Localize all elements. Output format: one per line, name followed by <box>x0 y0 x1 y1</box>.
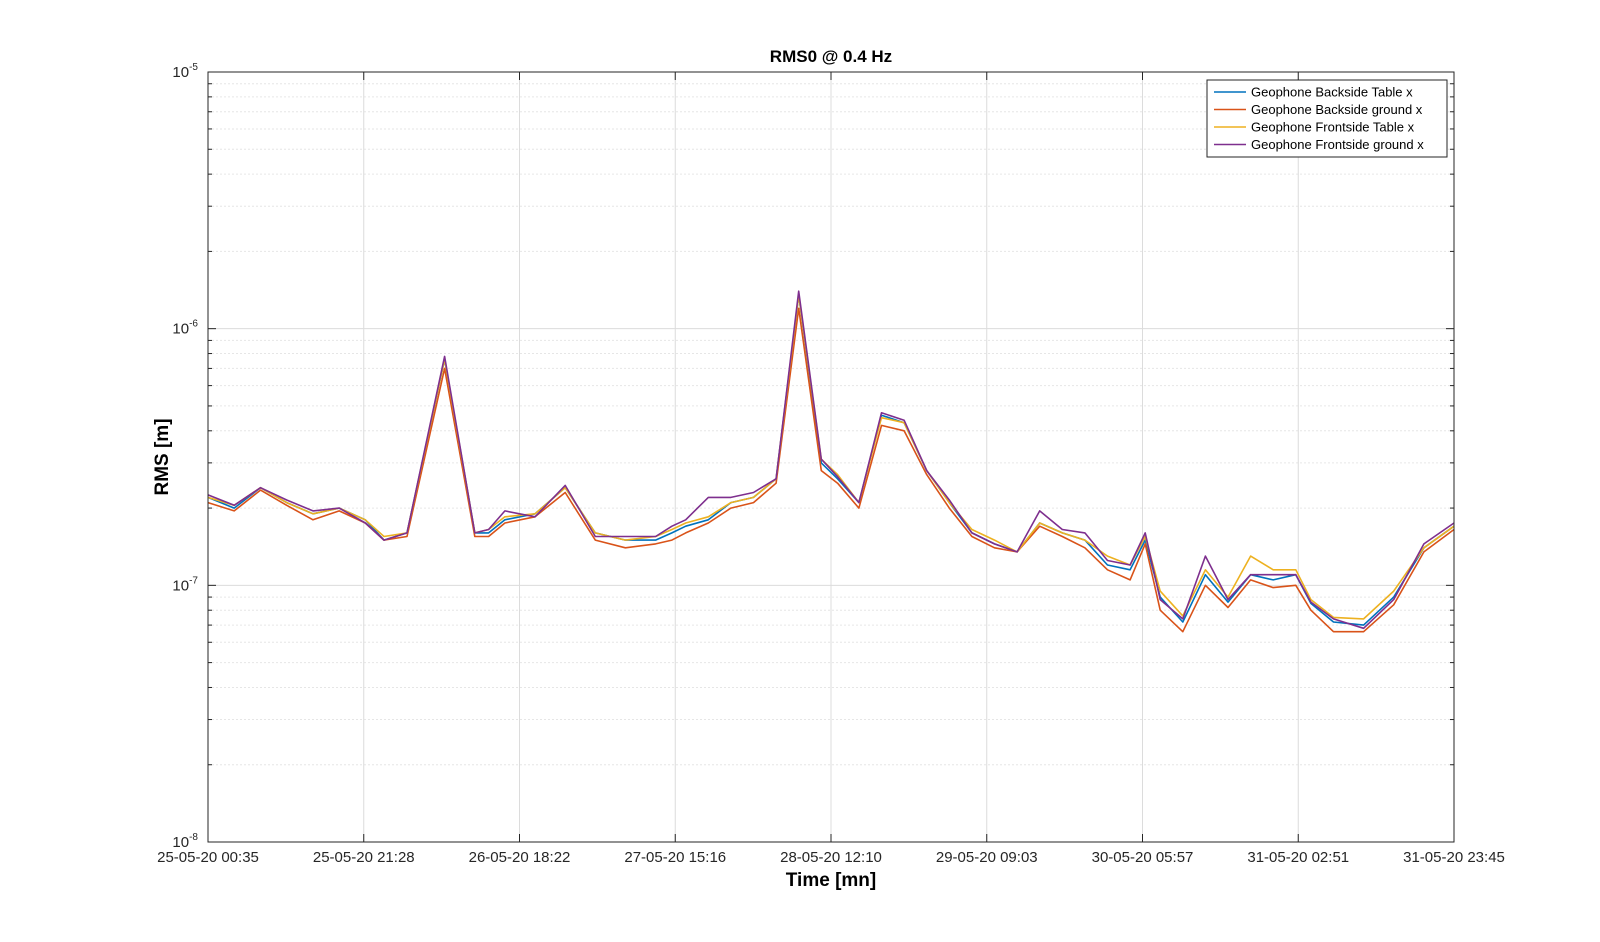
x-axis-label: Time [mn] <box>786 870 876 891</box>
y-tick-labels: 10-8 10-7 10-6 10-5 <box>172 62 198 851</box>
y-tick-label: 10-8 <box>172 832 198 851</box>
x-tick-label: 29-05-20 09:03 <box>936 849 1038 866</box>
x-tick-label: 31-05-20 02:51 <box>1247 849 1349 866</box>
x-tick-labels: 25-05-20 00:35 25-05-20 21:28 26-05-20 18:… <box>157 849 1505 866</box>
y-tick-label: 10-6 <box>172 319 198 338</box>
y-tick-label: 10-7 <box>172 575 198 594</box>
axis-ticks <box>207 71 1455 843</box>
y-tick-label: 10-5 <box>172 62 198 81</box>
legend-label: Geophone Backside Table x <box>1251 85 1413 100</box>
legend-label: Geophone Frontside Table x <box>1251 120 1415 135</box>
chart-title: RMS0 @ 0.4 Hz <box>770 47 892 66</box>
y-axis-label: RMS [m] <box>152 418 173 495</box>
x-tick-label: 26-05-20 18:22 <box>469 849 571 866</box>
x-tick-label: 25-05-20 00:35 <box>157 849 259 866</box>
x-tick-label: 25-05-20 21:28 <box>313 849 415 866</box>
series-line <box>207 307 1455 633</box>
x-tick-label: 28-05-20 12:10 <box>780 849 882 866</box>
legend-label: Geophone Backside ground x <box>1251 102 1423 117</box>
legend[interactable]: Geophone Backside Table x Geophone Backsi… <box>1206 79 1448 158</box>
legend-box <box>1206 79 1448 158</box>
x-tick-label: 30-05-20 05:57 <box>1092 849 1194 866</box>
series-layer <box>207 290 1455 633</box>
legend-label: Geophone Frontside ground x <box>1251 137 1424 152</box>
series-line <box>207 290 1455 630</box>
legend-entries: Geophone Backside Table x Geophone Backsi… <box>1214 85 1424 152</box>
x-tick-label: 27-05-20 15:16 <box>624 849 726 866</box>
x-tick-label: 31-05-20 23:45 <box>1403 849 1505 866</box>
